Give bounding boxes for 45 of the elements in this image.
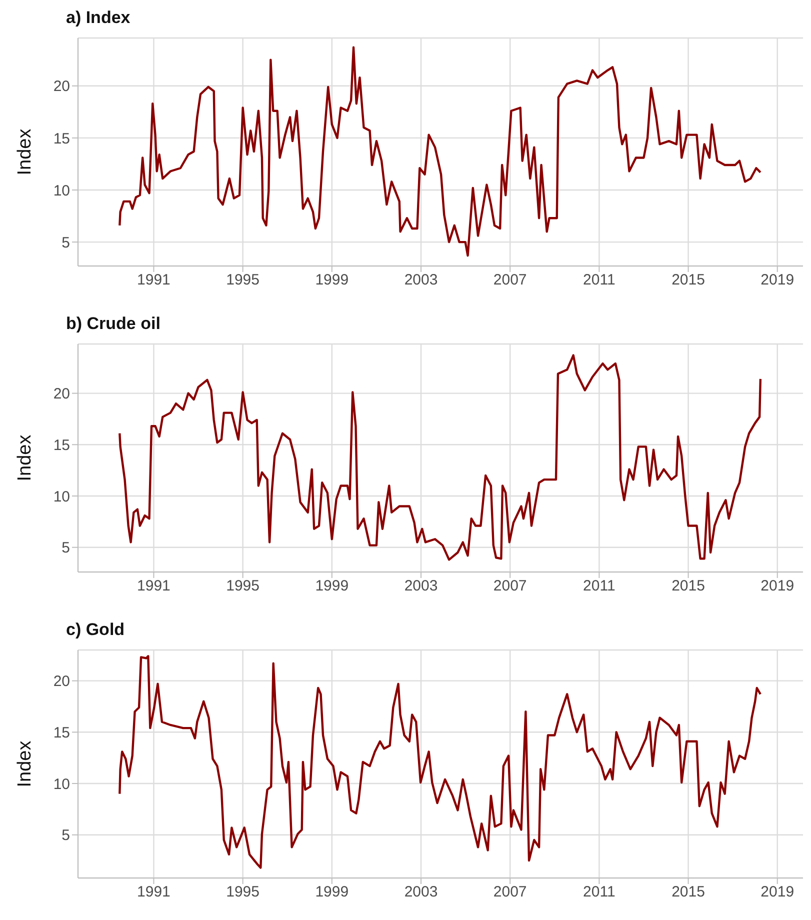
line-series: [118, 354, 762, 561]
x-tick-label: 2003: [404, 272, 438, 289]
y-tick-label: 10: [53, 182, 70, 200]
y-tick-label: 10: [53, 776, 70, 793]
x-tick-label: 2007: [493, 272, 527, 289]
x-tick-label: 2011: [583, 884, 616, 901]
y-tick-label: 5: [62, 540, 70, 557]
line-series: [118, 46, 762, 257]
y-axis-title: Index: [14, 128, 36, 176]
y-tick-label: 15: [53, 724, 70, 742]
y-tick-label: 20: [53, 78, 70, 96]
x-tick-label: 2007: [493, 884, 527, 901]
x-tick-label: 1991: [137, 272, 170, 289]
y-tick-label: 5: [62, 827, 70, 844]
y-tick-label: 5: [62, 234, 70, 252]
y-tick-label: 15: [53, 436, 70, 454]
y-tick-label: 15: [53, 130, 70, 148]
y-axis-title: Index: [14, 434, 36, 482]
x-tick-label: 2011: [583, 272, 616, 289]
x-tick-label: 2003: [404, 578, 438, 595]
x-tick-label: 2011: [583, 578, 616, 595]
x-tick-label: 1995: [226, 884, 260, 901]
line-series: [118, 655, 762, 869]
x-tick-label: 1999: [315, 272, 349, 289]
x-tick-label: 1995: [226, 272, 260, 289]
x-tick-label: 2003: [404, 884, 438, 901]
x-tick-label: 2019: [760, 884, 794, 901]
x-tick-label: 2019: [760, 272, 794, 289]
y-axis-title: Index: [14, 740, 36, 788]
x-tick-label: 2015: [672, 272, 705, 289]
x-tick-label: 1999: [315, 578, 349, 595]
y-tick-label: 20: [53, 386, 70, 403]
x-tick-label: 1995: [226, 578, 260, 595]
x-tick-label: 2015: [672, 884, 705, 901]
x-tick-label: 1991: [137, 578, 170, 595]
chart-title: b) Crude oil: [66, 314, 162, 335]
chart-title: a) Index: [66, 8, 132, 29]
x-tick-label: 2007: [493, 578, 527, 595]
x-tick-label: 2019: [760, 578, 794, 595]
x-tick-label: 1991: [137, 884, 170, 901]
y-tick-label: 10: [53, 488, 70, 506]
x-tick-label: 2015: [672, 578, 705, 595]
x-tick-label: 1999: [315, 884, 349, 901]
y-tick-label: 20: [53, 673, 70, 690]
chart-title: c) Gold: [66, 620, 126, 641]
